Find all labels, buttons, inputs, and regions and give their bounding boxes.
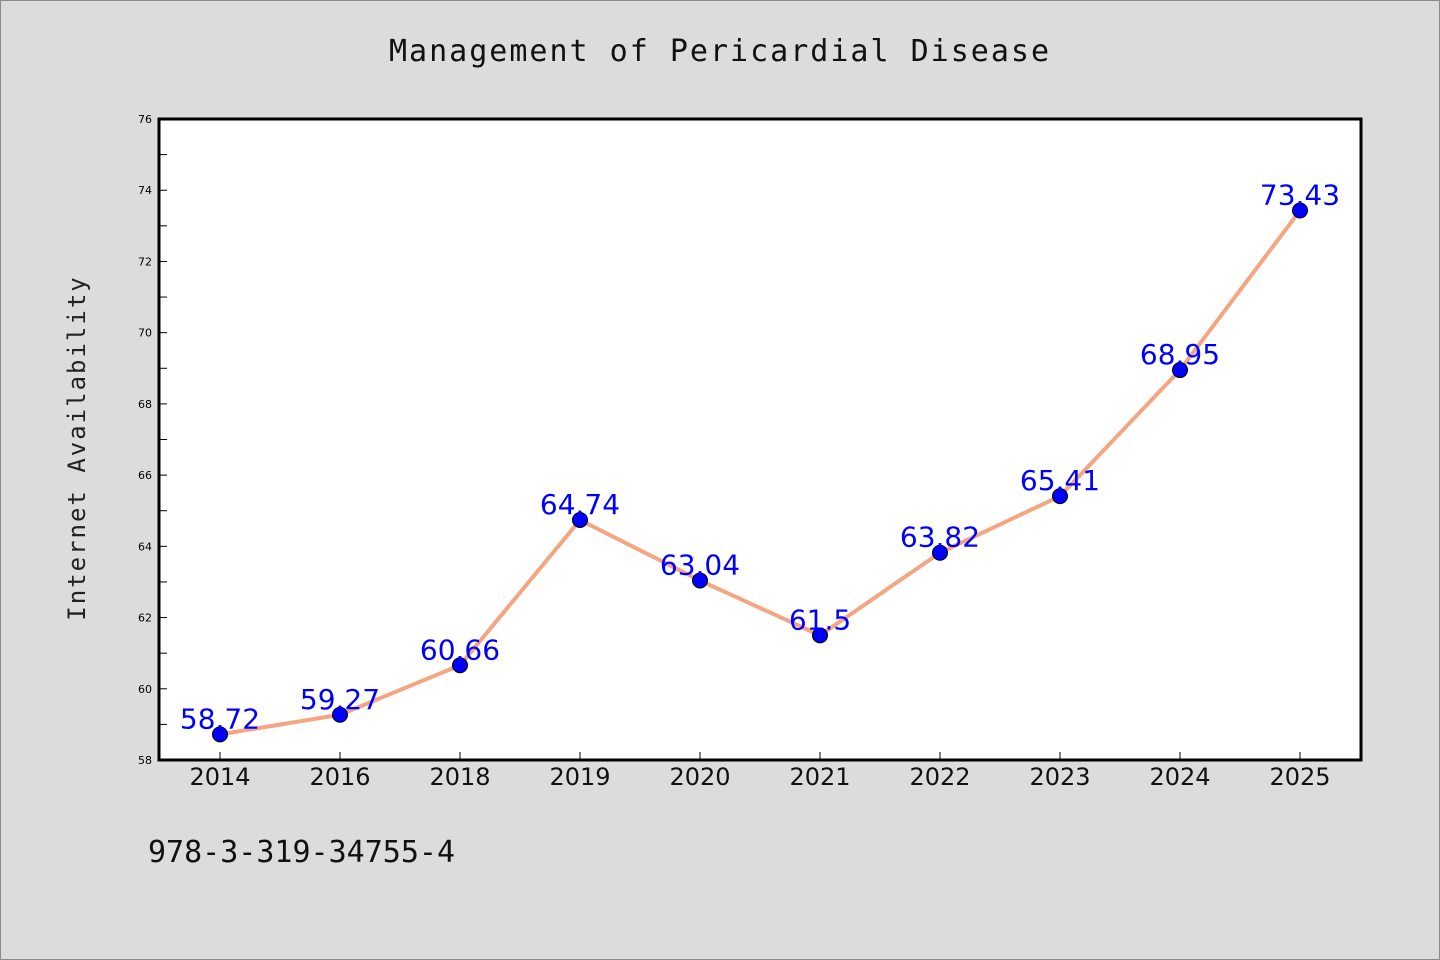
plot-area (157, 117, 1363, 762)
data-point (1172, 362, 1188, 379)
data-label: 60.66 (420, 633, 500, 666)
x-tick-label: 2023 (1029, 763, 1090, 791)
y-tick-label: 74 (138, 184, 152, 197)
chart-title: Management of Pericardial Disease (388, 34, 1052, 69)
data-label: 63.82 (900, 521, 980, 554)
y-tick-label: 60 (138, 683, 152, 696)
y-tick-label: 58 (138, 754, 152, 767)
y-tick-label: 66 (138, 469, 152, 482)
y-tick-label: 62 (138, 612, 152, 625)
y-tick-label: 72 (138, 255, 152, 268)
isbn-text: 978-3-319-34755-4 (148, 835, 456, 870)
data-label: 73.43 (1260, 179, 1340, 212)
data-label: 65.41 (1020, 464, 1100, 497)
y-tick-label: 64 (138, 540, 152, 553)
data-label: 64.74 (540, 488, 620, 521)
x-tick-label: 2018 (429, 763, 490, 791)
data-label: 59.27 (300, 683, 380, 716)
data-point (452, 657, 468, 674)
data-markers (212, 202, 1308, 743)
data-label: 68.95 (1140, 338, 1220, 371)
data-point (932, 544, 948, 561)
data-point (812, 627, 828, 644)
x-tick-label: 2014 (189, 763, 250, 791)
data-labels: 58.72 59.27 60.66 64.74 63.04 61.5 63.82 65.41 6… (180, 179, 1340, 736)
x-tick-label: 2019 (549, 763, 610, 791)
data-point (1052, 488, 1068, 505)
x-tick-label: 2025 (1269, 763, 1330, 791)
data-label: 61.5 (789, 603, 851, 636)
data-point (1292, 202, 1308, 219)
x-tick-label: 2021 (789, 763, 850, 791)
x-tick-label: 2024 (1149, 763, 1210, 791)
y-axis: 58 60 62 64 66 68 70 72 74 76 (138, 113, 167, 767)
y-tick-label: 70 (138, 327, 152, 340)
y-tick-label: 68 (138, 398, 152, 411)
data-point (692, 572, 708, 589)
data-point (212, 726, 228, 743)
data-point (572, 511, 588, 528)
series-line (218, 208, 1302, 737)
x-axis: 2014 2016 2018 2019 2020 2021 2022 2023 2024 2025 (189, 752, 1331, 791)
y-tick-label: 76 (138, 113, 152, 126)
x-tick-label: 2016 (309, 763, 370, 791)
x-tick-label: 2020 (669, 763, 730, 791)
data-label: 58.72 (180, 702, 260, 735)
x-tick-label: 2022 (909, 763, 970, 791)
data-point (332, 706, 348, 723)
data-label: 63.04 (660, 549, 740, 582)
